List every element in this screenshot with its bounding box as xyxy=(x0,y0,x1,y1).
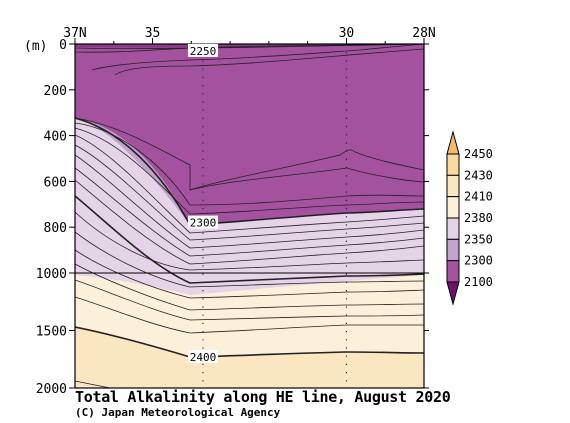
contour-line xyxy=(114,48,424,76)
chart-credit: (C) Japan Meteorological Agency xyxy=(75,406,281,419)
colorbar-swatch xyxy=(446,153,460,176)
y-tick-label: 400 xyxy=(44,130,67,145)
colorbar-label: 2100 xyxy=(464,275,493,289)
contour-line xyxy=(75,249,424,299)
colorbar-swatch xyxy=(446,238,460,262)
contour-line xyxy=(189,167,424,191)
colorbar-label: 2380 xyxy=(464,211,493,225)
contour-label-text: 2250 xyxy=(190,45,217,58)
colorbar-above-triangle xyxy=(446,130,460,155)
x-tick-label: 37N xyxy=(63,26,86,41)
contour-label-bg xyxy=(187,349,218,363)
contour-line xyxy=(75,263,424,311)
band-2100-2300 xyxy=(75,44,424,225)
contour-label-bg xyxy=(187,43,218,57)
y-tick-label: 1500 xyxy=(36,325,67,340)
y-tick-label: 200 xyxy=(44,84,67,99)
y-tick-label: 2000 xyxy=(36,382,67,397)
contour-line xyxy=(75,179,424,265)
colorbar-label: 2430 xyxy=(464,168,493,182)
contour-labels: 2250 2300 2400 xyxy=(187,43,218,364)
colorbar-swatch xyxy=(446,217,460,240)
colorbar-swatch xyxy=(446,196,460,219)
colorbar-swatch xyxy=(446,260,460,283)
x-tick-label: 30 xyxy=(339,26,355,41)
colorbar-swatch xyxy=(446,174,460,198)
contour-line xyxy=(75,231,424,288)
y-axis-unit: (m) xyxy=(24,39,47,54)
colorbar: 2450 2430 2410 2380 2350 2300 2100 xyxy=(446,130,493,306)
contour-line xyxy=(91,44,424,71)
y-tick-label: 600 xyxy=(44,175,67,190)
colorbar-label: 2450 xyxy=(464,147,493,161)
colorbar-below-triangle xyxy=(446,281,460,306)
contour-line xyxy=(75,195,424,284)
contour-line xyxy=(75,117,424,191)
colorbar-label: 2300 xyxy=(464,254,493,268)
y-axis: 0 200 400 600 800 1000 1500 2000 xyxy=(36,38,429,397)
contour-label-text: 2300 xyxy=(190,217,217,230)
contour-line xyxy=(75,127,424,215)
contour-line xyxy=(75,296,424,334)
contour-line xyxy=(75,134,424,234)
y-tick-label: 1000 xyxy=(36,267,67,282)
y-tick-label: 0 xyxy=(59,38,67,53)
contour-label-text: 2400 xyxy=(190,351,217,364)
contour-label-bg xyxy=(187,215,218,229)
contour-line xyxy=(75,117,424,226)
contour-bands xyxy=(75,44,424,388)
chart-title: Total Alkalinity along HE line, August 2… xyxy=(75,388,451,406)
plot-frame xyxy=(74,43,425,389)
x-tick-label: 28N xyxy=(412,26,435,41)
colorbar-label: 2350 xyxy=(464,232,493,246)
contour-line xyxy=(75,326,424,358)
contour-label: 2400 xyxy=(187,349,218,364)
contour-label: 2250 xyxy=(187,43,218,58)
contour-line xyxy=(75,122,424,206)
colorbar-label: 2410 xyxy=(464,190,493,204)
contour-label: 2300 xyxy=(187,215,218,230)
x-axis: 37N 35 30 28N xyxy=(63,26,436,44)
y-tick-label: 800 xyxy=(44,221,67,236)
contour-line xyxy=(75,167,424,257)
contour-line xyxy=(75,279,424,321)
contour-line xyxy=(75,154,424,249)
x-tick-label: 35 xyxy=(145,26,161,41)
contour-line xyxy=(75,144,424,241)
contour-line xyxy=(75,211,424,271)
